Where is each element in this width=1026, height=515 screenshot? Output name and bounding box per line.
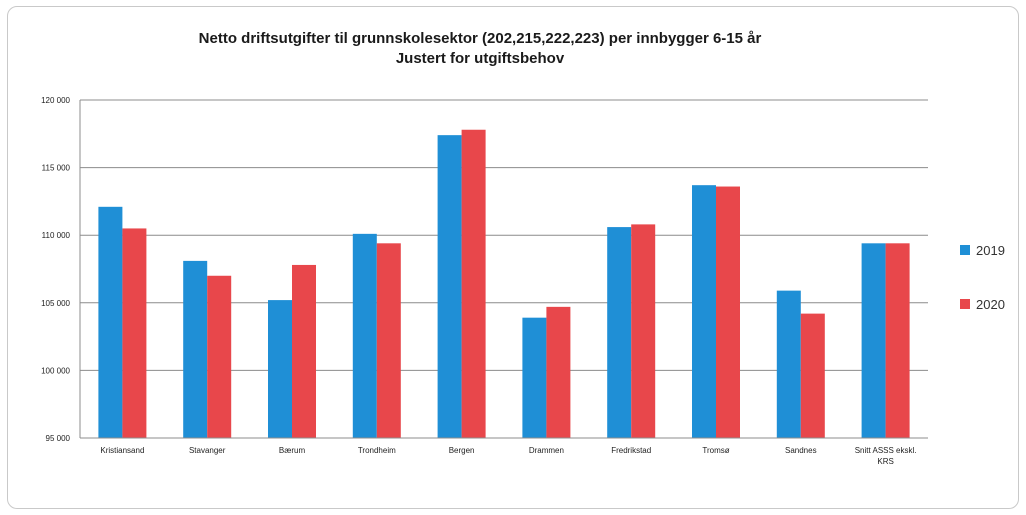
y-tick-label: 105 000 [41,299,70,308]
bar-2020-4 [461,129,486,438]
bar-2019-5 [522,317,547,438]
bar-2019-2 [268,300,292,438]
bar-2019-9 [861,243,886,438]
bar-2020-7 [716,186,740,438]
x-tick-label: KRS [877,457,893,466]
bar-2019-3 [352,233,377,438]
y-axis: 95 000 100 000 105 000 110 000 115 000 120 00… [41,96,81,443]
x-tick-label: Sandnes [785,446,817,455]
bar-2020-0 [122,228,147,438]
legend-item-2019: 2019 [960,242,1005,258]
legend-swatch [960,245,970,255]
legend-label: 2019 [976,242,1005,258]
y-tick-label: 115 000 [42,164,71,173]
bars [98,129,910,439]
bar-2020-2 [292,264,316,438]
x-tick-label: Drammen [529,446,564,455]
bar-2019-6 [607,227,632,438]
x-tick-label: Fredrikstad [611,446,651,455]
x-tick-label: Tromsø [702,446,729,455]
x-tick-label: Bærum [279,446,306,455]
chart-frame [7,6,1019,509]
chart-title: Netto driftsutgifter til grunnskolesekto… [198,30,762,47]
y-tick-label: 100 000 [41,366,70,375]
x-tick-label: Stavanger [189,446,226,455]
chart-subtitle: Justert for utgiftsbehov [395,50,565,67]
bar-2020-9 [885,243,910,438]
bar-2019-0 [98,206,123,438]
y-tick-label: 110 000 [42,231,71,240]
legend-label: 2020 [976,296,1005,312]
x-tick-label: Trondheim [358,446,396,455]
bar-2020-1 [207,275,232,438]
bar-2019-8 [776,290,801,438]
x-axis: Kristiansand Stavanger Bærum Trondheim Berge… [80,437,928,466]
bar-2020-5 [546,306,571,438]
bar-2019-7 [692,185,716,438]
x-tick-label: Kristiansand [100,446,144,455]
legend-item-2020: 2020 [960,296,1005,312]
bar-2020-6 [631,224,656,438]
y-tick-label: 120 000 [41,96,70,105]
legend-swatch [960,299,970,309]
x-tick-label: Bergen [449,446,475,455]
bar-2019-4 [437,135,462,439]
y-tick-label: 95 000 [46,434,71,443]
bar-2020-8 [800,313,825,438]
bar-2019-1 [183,260,208,438]
x-tick-label: Snitt ASSS ekskl. [855,446,917,455]
bar-2020-3 [376,243,401,438]
